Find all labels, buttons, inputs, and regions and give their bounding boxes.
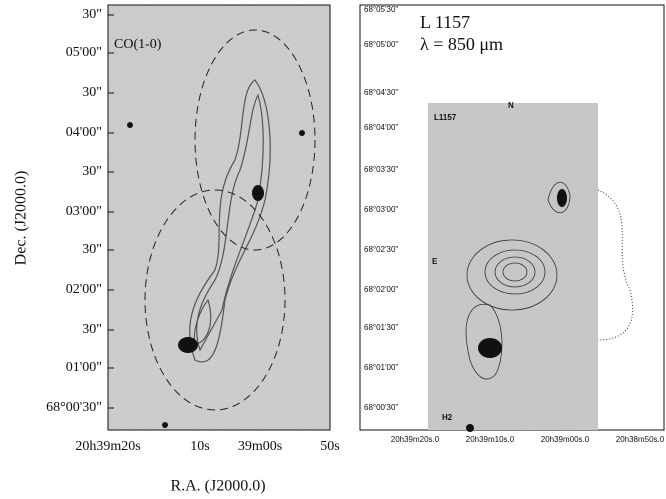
y-tick-label: 30" xyxy=(82,85,102,100)
x-tick-label: 20h39m00s.0 xyxy=(541,435,590,444)
left-image xyxy=(107,4,331,431)
x-axis-label: R.A. (J2000.0) xyxy=(170,478,265,495)
x-tick-label: 20h39m20s.0 xyxy=(391,435,440,444)
y-tick-label: 02'00" xyxy=(66,282,102,297)
y-tick-label: 68°02'00" xyxy=(364,285,398,294)
inner-label: H2 xyxy=(442,413,453,422)
y-tick-label: 68°00'30" xyxy=(364,403,398,412)
y-tick-label: 68°01'00" xyxy=(364,363,398,372)
y-tick-label: 68°00'30" xyxy=(46,400,102,415)
panel-title: L 1157 xyxy=(420,12,470,32)
y-tick-label: 30" xyxy=(82,164,102,179)
inner-label: N xyxy=(508,101,514,110)
y-tick-label: 68°05'30" xyxy=(364,5,398,14)
y-tick-label: 68°03'30" xyxy=(364,165,398,174)
y-tick-label: 68°04'30" xyxy=(364,88,398,97)
y-tick-label: 68°04'00" xyxy=(364,123,398,132)
y-tick-label: 68°05'00" xyxy=(364,40,398,49)
panel-label: CO(1-0) xyxy=(114,37,162,52)
panel-subtitle: λ = 850 μm xyxy=(420,34,503,54)
x-tick-label: 50s xyxy=(320,439,339,454)
y-tick-label: 30" xyxy=(82,242,102,257)
y-axis-label: Dec. (J2000.0) xyxy=(13,171,30,266)
x-tick-label: 10s xyxy=(190,439,209,454)
x-tick-label: 20h39m20s xyxy=(75,439,140,454)
x-tick-label: 39m00s xyxy=(238,439,282,454)
y-tick-label: 68°01'30" xyxy=(364,323,398,332)
x-tick-label: 20h39m10s.0 xyxy=(466,435,515,444)
y-tick-label: 68°02'30" xyxy=(364,245,398,254)
x-tick-label: 20h38m50s.0 xyxy=(616,435,665,444)
y-tick-label: 30" xyxy=(82,322,102,337)
right-image xyxy=(359,4,665,432)
inner-label: E xyxy=(432,257,438,266)
y-tick-label: 03'00" xyxy=(66,204,102,219)
y-tick-label: 04'00" xyxy=(66,125,102,140)
inner-label: L1157 xyxy=(434,113,457,122)
y-tick-label: 05'00" xyxy=(66,45,102,60)
y-tick-label: 01'00" xyxy=(66,360,102,375)
y-tick-label: 68°03'00" xyxy=(364,205,398,214)
y-tick-label: 30" xyxy=(82,7,102,22)
